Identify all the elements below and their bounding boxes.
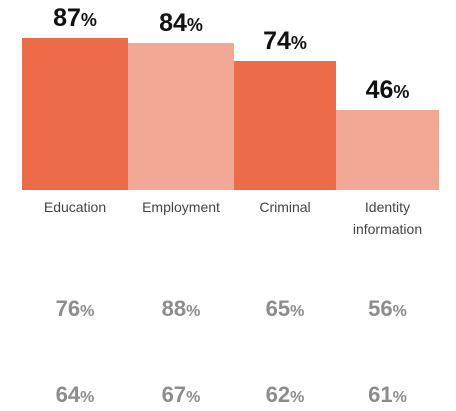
category-label: Education	[43, 199, 107, 215]
bar-value-label: 84%	[159, 9, 203, 38]
category-label: Employment	[142, 199, 220, 215]
row-1-value: 76%	[55, 296, 95, 321]
bar-employment	[128, 43, 234, 190]
row-2-value: 62%	[265, 382, 305, 407]
row-2-value: 64%	[55, 382, 95, 407]
bar-value-label: 87%	[53, 4, 97, 32]
bar-education	[22, 38, 128, 190]
row-1-value: 65%	[265, 296, 305, 321]
row-2-value: 61%	[368, 382, 407, 407]
bar-value-label: 74%	[263, 26, 307, 55]
bar-criminal	[234, 60, 336, 190]
row-1-value: 56%	[368, 296, 407, 321]
bar-identity-information	[336, 109, 439, 190]
category-label: Identity information	[352, 199, 423, 237]
bar-value-label: 46%	[365, 75, 410, 104]
category-label: Criminal	[259, 199, 311, 215]
row-2-value: 67%	[161, 382, 201, 407]
row-1-value: 88%	[161, 296, 201, 321]
